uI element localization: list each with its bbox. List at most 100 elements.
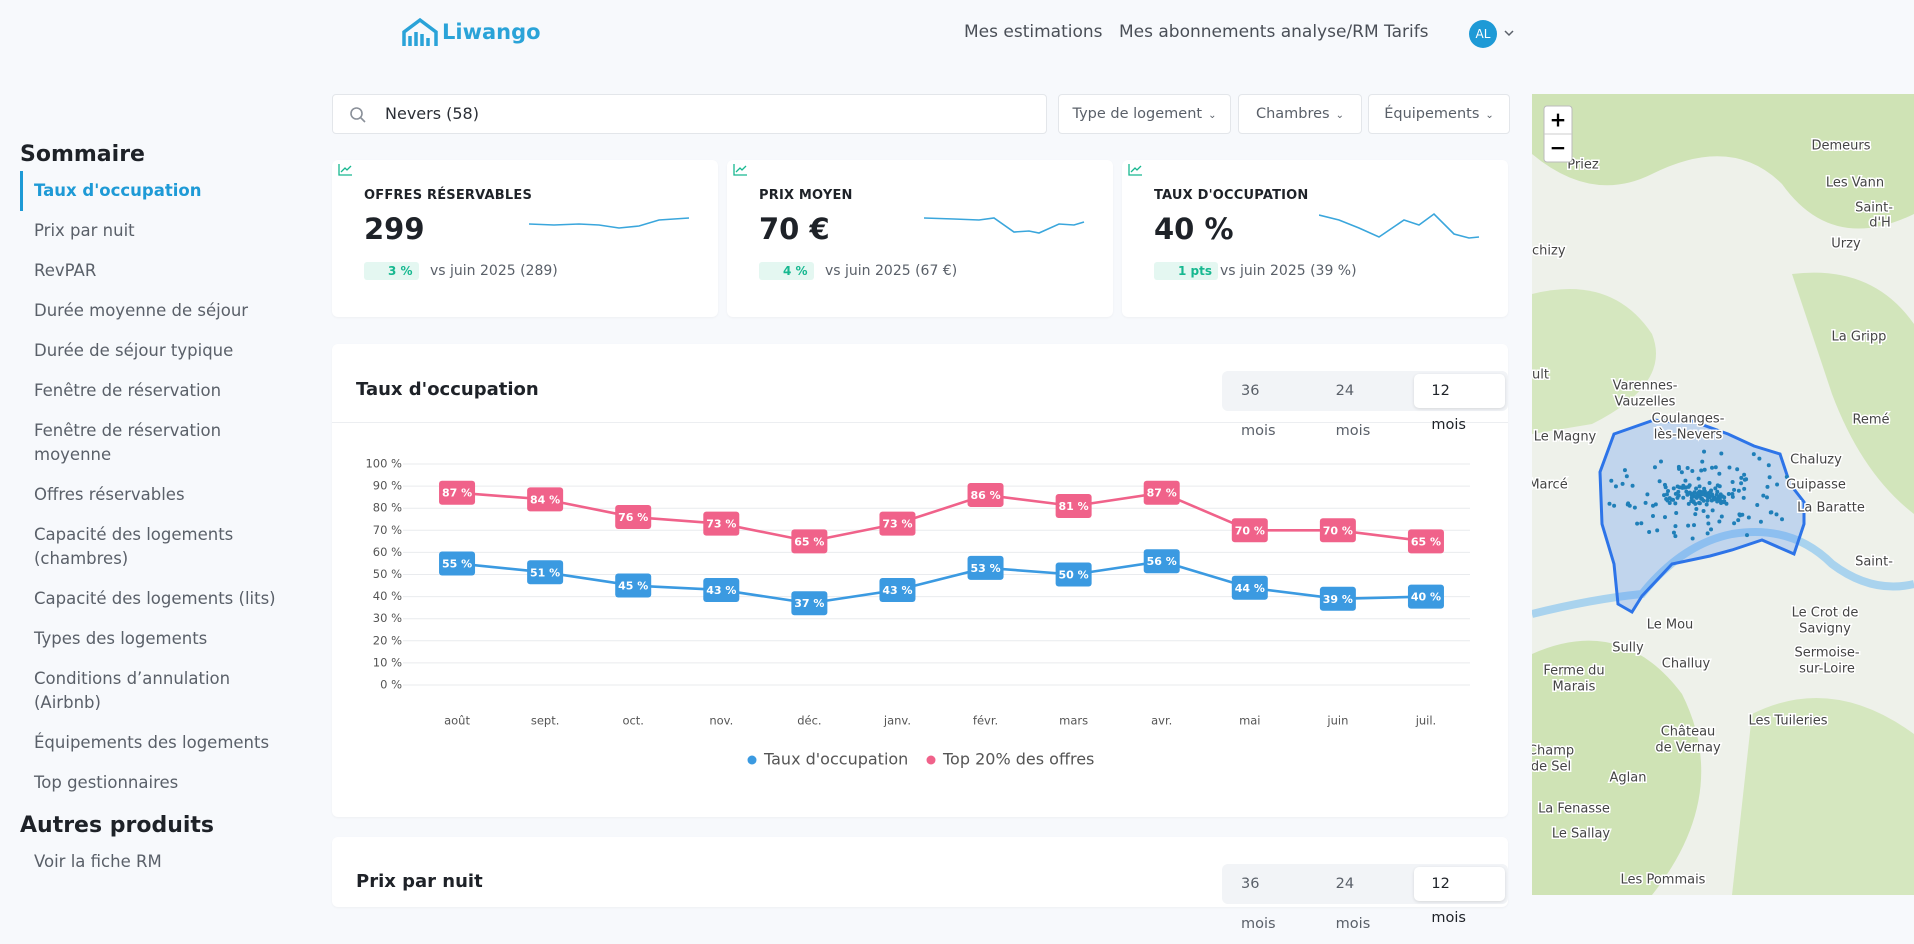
filter-dropdown[interactable]: Chambres ⌄ — [1238, 94, 1362, 134]
tab[interactable]: 12 mois — [1414, 867, 1506, 926]
map-label: Vauzelles — [1615, 395, 1676, 410]
tab[interactable]: 36 mois — [1241, 876, 1276, 932]
listing-dot — [1662, 482, 1667, 487]
map-label: La Gripp — [1832, 330, 1887, 345]
listing-dot — [1674, 510, 1679, 515]
sidebar-item[interactable]: Capacité des logements (lits) — [34, 589, 276, 608]
map[interactable]: Priez Demeurs Les Vann Saint-d'H Urzy chizy La… — [1532, 94, 1914, 895]
trend-icon — [1128, 164, 1142, 176]
map-area — [1732, 698, 1914, 895]
listing-dot — [1658, 459, 1663, 464]
map-label: de Vernay — [1655, 741, 1721, 756]
chevron: ⌄ — [1485, 110, 1494, 121]
listing-dot — [1650, 503, 1655, 508]
map-label: La Fenasse — [1538, 802, 1610, 817]
sidebar-item[interactable]: RevPAR — [34, 261, 97, 280]
map-label: sur-Loire — [1799, 662, 1855, 677]
filter-label: Type de logement — [1072, 106, 1203, 122]
tab[interactable]: 24 mois — [1335, 383, 1371, 439]
listing-dot — [1607, 501, 1612, 506]
kpi-value: 70 € — [759, 212, 830, 246]
listing-dot — [1697, 484, 1702, 489]
listing-dot — [1713, 486, 1718, 491]
listing-dot — [1673, 491, 1678, 496]
map-label: lès-Nevers — [1654, 428, 1723, 443]
listing-dot — [1704, 502, 1709, 507]
listing-dot — [1715, 483, 1720, 488]
listing-dot — [1703, 493, 1708, 498]
area-outline — [1598, 418, 1806, 615]
listing-dot — [1765, 484, 1770, 489]
listing-dot — [1717, 471, 1722, 476]
listing-dot — [1742, 472, 1747, 477]
avatar[interactable]: AL — [1469, 20, 1497, 48]
map-label: Le Magny — [1534, 430, 1597, 445]
listing-dot — [1727, 465, 1732, 470]
listing-dot — [1708, 490, 1713, 495]
map-label: Aglan — [1610, 771, 1647, 786]
tab[interactable]: 24 mois — [1335, 876, 1371, 932]
sidebar-item[interactable]: Fenêtre de réservation — [34, 381, 222, 400]
listing-dot — [1690, 469, 1695, 474]
listing-dot — [1702, 449, 1707, 454]
search-box[interactable]: Nevers (58) — [332, 94, 1047, 134]
listing-dot — [1741, 495, 1746, 500]
listing-dot — [1694, 506, 1699, 511]
sidebar-item[interactable]: Taux d'occupation — [20, 171, 300, 211]
filter-dropdown[interactable]: Type de logement ⌄ — [1058, 94, 1231, 134]
tab[interactable]: 36 mois — [1241, 383, 1276, 439]
tabs: 36 mois 24 mois 12 mois — [1222, 864, 1508, 932]
zoom-out[interactable]: − — [1550, 136, 1567, 160]
listing-dot — [1710, 493, 1715, 498]
sidebar-item[interactable]: Conditions d’annulation (Airbnb) — [34, 669, 231, 712]
sidebar-item[interactable]: Fenêtre de réservation moyenne — [34, 421, 222, 464]
map-label: Savigny — [1799, 622, 1851, 637]
map-label: Coulanges- — [1652, 412, 1725, 427]
sidebar-item[interactable]: Offres réservables — [34, 485, 185, 504]
zoom-in[interactable]: + — [1550, 108, 1567, 132]
listing-dot — [1671, 497, 1676, 502]
sidebar-item[interactable]: Top gestionnaires — [34, 773, 179, 792]
sidebar-item[interactable]: Capacité des logements (chambres) — [34, 525, 234, 568]
map-label: de Sel — [1532, 760, 1571, 775]
listing-dot — [1701, 508, 1706, 513]
listing-dot — [1744, 477, 1749, 482]
listing-dot — [1732, 521, 1737, 526]
nav-link[interactable]: Mes estimations — [964, 22, 1103, 42]
nav-link[interactable]: Tarifs — [1384, 22, 1429, 42]
listing-dot — [1685, 492, 1690, 497]
map-label: Les Tuileries — [1748, 714, 1827, 729]
sidebar-item[interactable]: Durée moyenne de séjour — [34, 301, 249, 320]
sidebar-item[interactable]: Prix par nuit — [34, 221, 135, 240]
body: {"header":{"logo":"Liwango","nav":["Mes … — [20, 17, 1914, 932]
listing-dot — [1655, 528, 1660, 533]
map-label: Varennes- — [1613, 379, 1678, 394]
listing-dot — [1699, 468, 1704, 473]
sidebar-item[interactable]: Types des logements — [34, 629, 208, 648]
sidebar-title: Autres produits — [20, 813, 215, 838]
sidebar-item[interactable]: Durée de séjour typique — [34, 341, 234, 360]
logo[interactable]: Liwango — [442, 20, 541, 44]
listing-dot — [1626, 501, 1631, 506]
listing-dot — [1675, 484, 1680, 489]
listing-dot — [1714, 492, 1719, 497]
listing-dot — [1690, 536, 1695, 541]
filter-dropdown[interactable]: Équipements ⌄ — [1368, 94, 1510, 134]
listing-dot — [1676, 493, 1681, 498]
sidebar-item[interactable]: Voir la fiche RM — [34, 852, 162, 871]
sidebar: Sommaire Taux d'occupation Prix par nuit Re… — [20, 142, 300, 882]
tab[interactable]: 12 mois — [1414, 374, 1506, 433]
nav-link[interactable]: Mes abonnements analyse/RM — [1119, 22, 1379, 42]
listing-dot — [1624, 474, 1629, 479]
listing-dot — [1744, 533, 1749, 538]
map-label: Sully — [1612, 641, 1644, 656]
map-label: ult — [1532, 368, 1549, 383]
sidebar-item[interactable]: Équipements des logements — [34, 733, 270, 752]
kpi-value: 299 — [364, 212, 425, 246]
tabs: 36 mois 24 mois 12 mois — [1222, 371, 1508, 439]
trend-icon — [338, 164, 352, 176]
listing-dot — [1710, 508, 1715, 513]
listing-dot — [1751, 452, 1756, 457]
listing-dot — [1702, 467, 1707, 472]
listing-dot — [1736, 488, 1741, 493]
